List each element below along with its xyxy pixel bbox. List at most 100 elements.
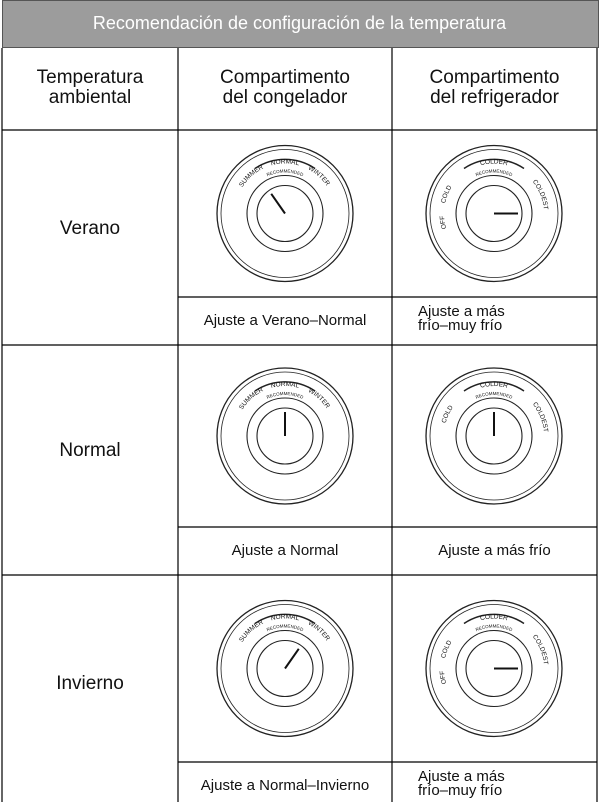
dial-label-text: COLD xyxy=(440,639,453,659)
dial-ring xyxy=(216,144,354,283)
dial-label-text: RECOMMENDED xyxy=(266,623,305,632)
dial-ring xyxy=(425,144,563,283)
dial-label-text: RECOMMENDED xyxy=(475,391,514,400)
dial-label: WINTER xyxy=(307,620,331,643)
dial-label-text: RECOMMENDED xyxy=(266,391,305,400)
fridge-dial: OFF COLD COLDER COLDEST RECOMMENDED xyxy=(425,599,563,738)
column-header: Temperatura ambiental xyxy=(36,67,144,108)
dial-label: COLD xyxy=(440,184,453,204)
dial-label-text: RECOMMENDED xyxy=(475,623,514,632)
dial-ring xyxy=(220,371,350,501)
dial-label: COLDEST xyxy=(531,179,549,210)
dial-inner xyxy=(455,397,533,475)
fridge-dial: COLD COLDER COLDEST RECOMMENDED xyxy=(425,367,563,505)
dial-pointer xyxy=(284,648,300,670)
dial-knob xyxy=(465,639,523,698)
dial-knob xyxy=(465,184,523,243)
dial-label-text: NORMAL xyxy=(270,158,300,167)
dial-label-text: NORMAL xyxy=(270,613,300,622)
recommended-arc xyxy=(254,613,316,625)
dial-label-text: COLDEST xyxy=(531,179,549,210)
arc-guide xyxy=(244,628,326,710)
dial-label-text: OFF xyxy=(439,670,448,684)
dial-label-text: NORMAL xyxy=(270,381,300,390)
title-bar xyxy=(2,0,599,48)
dial-label-text: COLD xyxy=(440,184,453,204)
recommended-arc xyxy=(254,158,316,170)
caption: Ajuste a Verano–Normal xyxy=(203,312,367,329)
dial-label-text: COLD xyxy=(441,404,455,424)
dial-label: RECOMMENDED xyxy=(266,168,305,177)
dial-label: NORMAL xyxy=(270,613,300,622)
dial-knob xyxy=(465,407,523,465)
column-header: Compartimento del refrigerador xyxy=(429,67,560,108)
dial-label: RECOMMENDED xyxy=(475,623,514,632)
dial-label-text: OFF xyxy=(439,215,448,229)
dial-label-text: WINTER xyxy=(307,165,331,188)
dial-ring xyxy=(216,367,354,505)
dial-label: RECOMMENDED xyxy=(475,391,514,400)
dial-label: NORMAL xyxy=(270,381,300,390)
dial-inner xyxy=(246,629,324,708)
dial-label: COLDEST xyxy=(531,634,549,665)
dial-inner xyxy=(246,174,324,253)
dial-label: OFF xyxy=(439,215,448,229)
recommended-arc xyxy=(463,381,525,392)
dial-label-text: COLDER xyxy=(479,613,508,622)
dial-label: COLDER xyxy=(479,613,508,622)
dial-ring xyxy=(429,371,559,501)
dial-label: WINTER xyxy=(307,165,331,188)
dial-ring xyxy=(220,149,350,278)
dial-ring xyxy=(425,367,563,505)
dial-label: COLDER xyxy=(479,158,508,167)
title: Recomendación de configuración de la tem… xyxy=(92,13,507,33)
dial-inner xyxy=(455,629,533,708)
dial-pointer xyxy=(270,193,286,215)
dial-label-text: COLDEST xyxy=(531,634,549,665)
dial-label-text: WINTER xyxy=(307,387,331,410)
dial-ring xyxy=(425,599,563,738)
column-header: Compartimento del congelador xyxy=(220,67,350,108)
dial-label-text: COLDEST xyxy=(531,401,549,432)
caption: Ajuste a más frío–muy frío xyxy=(418,303,505,335)
dial-inner xyxy=(455,174,533,253)
dial-ring xyxy=(429,604,559,733)
dial-label: NORMAL xyxy=(270,158,300,167)
caption: Ajuste a más frío–muy frío xyxy=(418,768,505,800)
dial-ring xyxy=(429,149,559,278)
recommended-arc xyxy=(463,613,525,625)
caption: Ajuste a más frío xyxy=(438,542,551,559)
dial-ring xyxy=(216,599,354,738)
dial-label: RECOMMENDED xyxy=(266,391,305,400)
dial-label-text: WINTER xyxy=(307,620,331,643)
dial-label: COLD xyxy=(440,639,453,659)
caption: Ajuste a Normal–Invierno xyxy=(200,777,370,794)
dial-label: RECOMMENDED xyxy=(266,623,305,632)
dial-label-text: RECOMMENDED xyxy=(266,168,305,177)
dial-label: RECOMMENDED xyxy=(475,168,514,177)
dial-knob xyxy=(256,407,314,465)
ambient-label: Verano xyxy=(59,217,121,239)
dial-label-text: COLDER xyxy=(480,381,509,390)
ambient-label: Invierno xyxy=(56,672,124,694)
dial-inner xyxy=(246,397,324,475)
dial-label: COLD xyxy=(441,404,455,424)
dial-label-text: RECOMMENDED xyxy=(475,168,514,177)
dial-label-text: COLDER xyxy=(479,158,508,167)
ambient-label: Normal xyxy=(59,440,121,461)
fridge-dial: OFF COLD COLDER COLDEST RECOMMENDED xyxy=(425,144,563,283)
dial-knob xyxy=(256,639,314,698)
dial-label: OFF xyxy=(439,670,448,684)
dial-ring xyxy=(220,604,350,733)
dial-label: COLDER xyxy=(480,381,509,390)
recommended-arc xyxy=(463,158,525,170)
dial-label: WINTER xyxy=(307,387,331,410)
dial-knob xyxy=(256,184,314,243)
dial-label: COLDEST xyxy=(531,401,549,432)
recommended-arc xyxy=(254,381,316,392)
